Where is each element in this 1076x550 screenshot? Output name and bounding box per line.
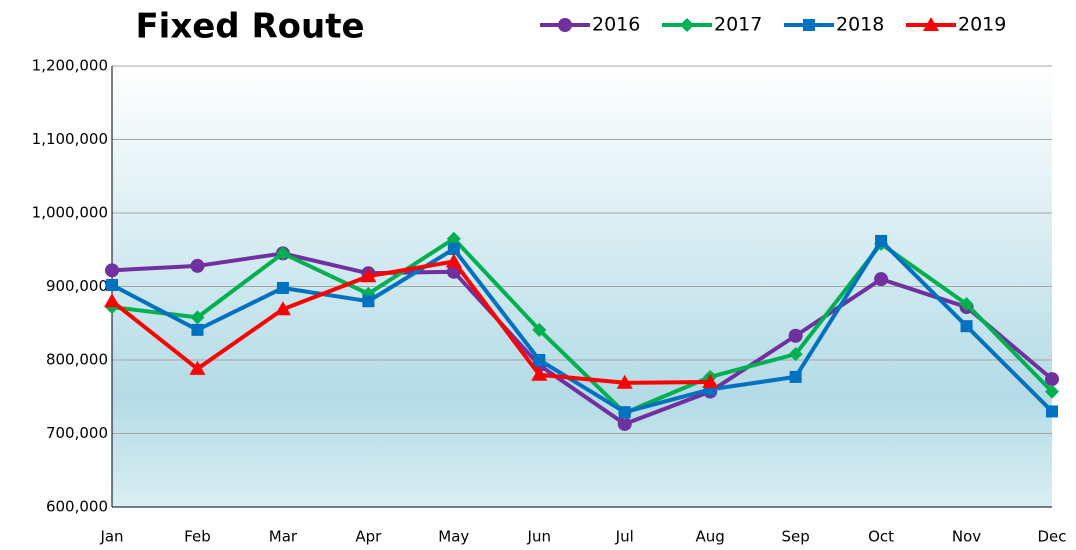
y-tick-label: 1,000,000: [32, 204, 108, 222]
x-tick-label: Jul: [615, 528, 634, 546]
x-tick-label: Sep: [781, 528, 809, 546]
series-line: [111, 238, 1054, 415]
x-tick-label: Jun: [527, 528, 551, 546]
legend-marker: [923, 17, 939, 31]
chart-title: Fixed Route: [135, 7, 364, 47]
x-tick-label: Apr: [355, 528, 382, 546]
data-point: [362, 295, 375, 308]
y-tick-label: 900,000: [46, 277, 108, 295]
data-point: [1045, 372, 1059, 387]
y-tick-label: 600,000: [46, 498, 108, 516]
data-point: [360, 268, 377, 283]
y-tick-label: 700,000: [46, 424, 108, 442]
data-point: [275, 246, 290, 261]
y-tick-label: 800,000: [46, 351, 108, 369]
data-point: [189, 360, 206, 375]
x-tick-label: May: [438, 528, 469, 546]
data-point: [616, 374, 633, 389]
data-point: [106, 279, 118, 292]
data-point: [959, 297, 974, 312]
data-point: [788, 347, 803, 362]
data-point: [1045, 384, 1059, 399]
x-tick-label: Nov: [952, 528, 981, 546]
data-point: [190, 310, 205, 325]
legend-label: 2018: [836, 14, 884, 36]
x-tick-label: Dec: [1037, 528, 1066, 546]
data-point: [276, 281, 289, 294]
legend-label: 2016: [592, 14, 640, 36]
x-tick-label: Oct: [868, 528, 894, 546]
x-tick-label: Aug: [696, 528, 725, 546]
data-point: [532, 322, 547, 337]
data-point: [446, 231, 461, 246]
data-point: [788, 328, 803, 343]
data-point: [617, 416, 632, 431]
data-point: [960, 320, 973, 333]
data-point: [104, 293, 120, 308]
x-tick-label: Feb: [184, 528, 211, 546]
legend-marker: [680, 18, 694, 32]
data-point: [533, 354, 546, 366]
data-point: [445, 253, 462, 268]
data-point: [105, 263, 119, 278]
data-point: [447, 243, 460, 256]
legend-label: 2017: [714, 14, 762, 36]
series-line: [110, 259, 711, 385]
y-tick-label: 1,200,000: [32, 57, 108, 75]
x-tick-label: Jan: [99, 528, 123, 546]
data-point: [702, 374, 719, 389]
data-point: [618, 406, 631, 419]
data-point: [875, 234, 888, 247]
data-point: [1046, 405, 1058, 418]
data-point: [531, 366, 548, 381]
data-point: [274, 301, 291, 316]
data-point: [874, 272, 889, 287]
data-point: [789, 370, 802, 383]
data-point: [190, 258, 205, 273]
legend-marker: [803, 19, 815, 31]
x-tick-label: Mar: [269, 528, 298, 546]
y-tick-label: 1,100,000: [32, 130, 108, 148]
legend-label: 2019: [958, 14, 1006, 36]
data-point: [191, 323, 204, 336]
series-line: [111, 251, 1054, 426]
legend-marker: [558, 18, 572, 32]
